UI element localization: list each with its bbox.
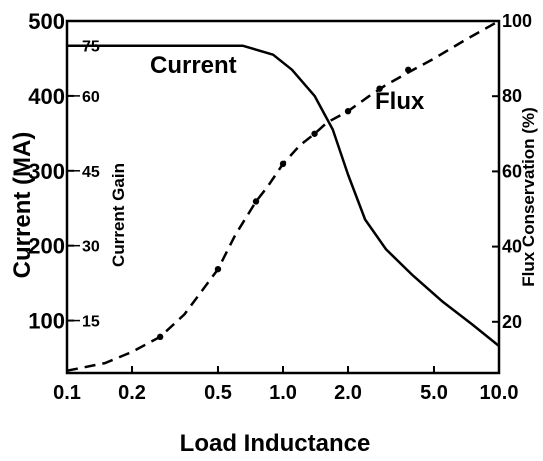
gain-axis-title: Current Gain bbox=[109, 163, 128, 267]
axes: 100 200 300 400 500 15 30 45 60 75 20 40 60 80 100 0.1 0… bbox=[28, 9, 532, 404]
flux-marker bbox=[279, 160, 287, 168]
flux-series-label: Flux bbox=[375, 88, 425, 115]
x-tick-label: 10.0 bbox=[480, 382, 519, 404]
flux-marker bbox=[405, 66, 412, 74]
y-tick-label: 400 bbox=[28, 84, 65, 109]
gain-tick-label: 75 bbox=[82, 39, 100, 56]
x-tick-label: 2.0 bbox=[334, 382, 362, 404]
gain-tick-label: 45 bbox=[82, 164, 100, 181]
y-tick-label: 200 bbox=[28, 234, 65, 259]
x-tick-label: 0.2 bbox=[118, 382, 146, 404]
y-axis-title: Current (MA) bbox=[9, 132, 36, 279]
gain-tick-label: 15 bbox=[82, 314, 100, 331]
current-series-label: Current bbox=[150, 52, 237, 79]
flux-marker bbox=[311, 130, 318, 137]
x-axis-title: Load Inductance bbox=[180, 430, 371, 457]
gain-tick-label: 60 bbox=[82, 89, 100, 106]
y-tick-label: 300 bbox=[28, 159, 65, 184]
y-right-tick-label: 20 bbox=[502, 312, 522, 332]
y-right-tick-label: 100 bbox=[502, 11, 532, 31]
flux-marker bbox=[156, 333, 164, 341]
flux-line bbox=[66, 19, 500, 372]
x-tick-label: 0.1 bbox=[53, 382, 81, 404]
gain-tick-label: 30 bbox=[82, 239, 100, 256]
x-tick-label: 5.0 bbox=[420, 382, 448, 404]
x-tick-label: 1.0 bbox=[269, 382, 297, 404]
flux-marker bbox=[214, 265, 222, 273]
y-right-tick-label: 80 bbox=[502, 86, 522, 106]
y-tick-label: 100 bbox=[28, 309, 65, 334]
x-tick-label: 0.5 bbox=[204, 382, 232, 404]
y-right-tick-label: 60 bbox=[502, 161, 522, 181]
series-layer bbox=[66, 19, 500, 372]
flux-marker bbox=[252, 198, 260, 205]
labels-layer: Load Inductance Current (MA) Current Gai… bbox=[9, 52, 538, 457]
flux-marker bbox=[344, 108, 352, 115]
y-right-tick-label: 40 bbox=[502, 237, 522, 257]
current-line bbox=[67, 44, 500, 347]
flux-marker bbox=[376, 85, 383, 92]
y-tick-label: 500 bbox=[28, 9, 65, 34]
y-right-axis-title: Flux Conservation (%) bbox=[519, 107, 538, 286]
plot-frame bbox=[65, 19, 501, 375]
